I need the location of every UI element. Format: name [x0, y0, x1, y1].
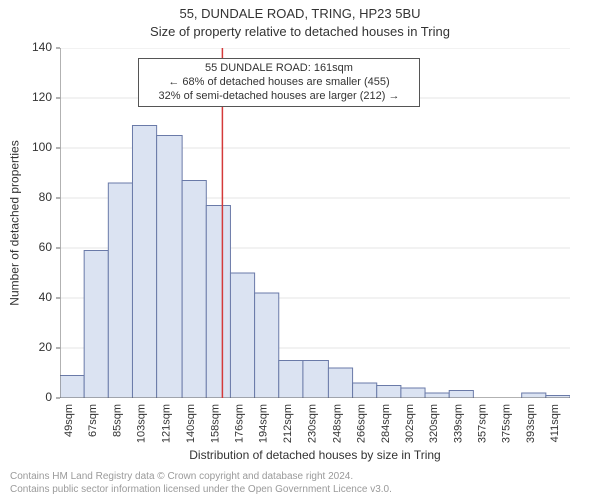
xtick-label: 393sqm	[525, 404, 537, 443]
histogram-bar	[230, 273, 254, 398]
histogram-bar	[425, 393, 449, 398]
x-axis-title: Distribution of detached houses by size …	[60, 448, 570, 462]
histogram-bar	[522, 393, 546, 398]
bars	[60, 126, 570, 399]
histogram-bar	[377, 386, 401, 399]
histogram-bar	[449, 391, 473, 399]
histogram-bar	[84, 251, 108, 399]
histogram-bar	[157, 136, 183, 399]
xtick-label: 158sqm	[209, 404, 221, 443]
histogram-bar	[206, 206, 230, 399]
y-axis-title: Number of detached properties	[8, 48, 22, 398]
xtick-label: 339sqm	[452, 404, 464, 443]
histogram-bar	[60, 376, 84, 399]
xtick-label: 103sqm	[136, 404, 148, 443]
annotation-line2: ← 68% of detached houses are smaller (45…	[145, 76, 413, 90]
histogram-bar	[182, 181, 206, 399]
xtick-label: 212sqm	[282, 404, 294, 443]
xtick-label: 411sqm	[549, 404, 561, 442]
ytick-label: 40	[39, 290, 53, 304]
histogram-bar	[108, 183, 132, 398]
histogram-bar	[279, 361, 303, 399]
ytick-label: 0	[45, 390, 52, 404]
xtick-label: 67sqm	[87, 404, 99, 437]
y-axis-title-text: Number of detached properties	[8, 140, 22, 305]
ytick-label: 80	[39, 190, 53, 204]
ytick-label: 140	[32, 40, 52, 54]
xtick-label: 121sqm	[160, 404, 172, 443]
xtick-label: 357sqm	[476, 404, 488, 443]
histogram-bar	[353, 383, 377, 398]
xtick-label: 375sqm	[501, 404, 513, 443]
footer-line1: Contains HM Land Registry data © Crown c…	[10, 471, 392, 484]
footer: Contains HM Land Registry data © Crown c…	[10, 471, 392, 496]
xtick-label: 302sqm	[404, 404, 416, 443]
chart-title-sub: Size of property relative to detached ho…	[0, 24, 600, 39]
xtick-label: 266sqm	[356, 404, 368, 443]
histogram-bar	[255, 293, 279, 398]
histogram-bar	[303, 361, 329, 399]
xtick-label: 320sqm	[428, 404, 440, 443]
chart-title-main: 55, DUNDALE ROAD, TRING, HP23 5BU	[0, 6, 600, 21]
xtick-label: 140sqm	[185, 404, 197, 443]
xtick-label: 176sqm	[234, 404, 246, 443]
xtick-label: 49sqm	[63, 404, 75, 437]
histogram-bar	[132, 126, 156, 399]
ytick-label: 120	[32, 90, 52, 104]
annotation-box: 55 DUNDALE ROAD: 161sqm ← 68% of detache…	[138, 58, 420, 107]
xtick-label: 248sqm	[332, 404, 344, 443]
ytick-label: 100	[32, 140, 52, 154]
footer-line2: Contains public sector information licen…	[10, 484, 392, 497]
xtick-label: 194sqm	[258, 404, 270, 443]
ytick-label: 60	[39, 240, 53, 254]
annotation-line1: 55 DUNDALE ROAD: 161sqm	[145, 62, 413, 76]
xtick-label: 85sqm	[111, 404, 123, 437]
ytick-label: 20	[39, 340, 53, 354]
xtick-label: 284sqm	[380, 404, 392, 443]
histogram-bar	[328, 368, 352, 398]
xtick-label: 230sqm	[307, 404, 319, 443]
annotation-line3: 32% of semi-detached houses are larger (…	[145, 90, 413, 104]
histogram-bar	[401, 388, 425, 398]
